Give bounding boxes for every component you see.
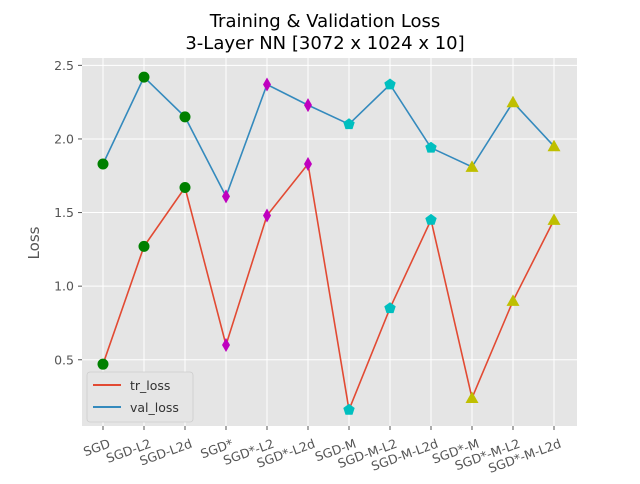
y-tick-label: 2.0 <box>54 131 74 146</box>
series-line-tr-loss <box>102 162 555 413</box>
plot-area <box>82 58 577 426</box>
y-tick-label: 1.5 <box>54 205 74 220</box>
data-point-tr-loss <box>222 338 230 352</box>
y-axis-ticks: 0.5 1.0 1.5 2.0 2.5 <box>54 58 82 367</box>
data-point-tr-loss <box>343 403 355 415</box>
data-point-tr-loss <box>465 391 479 403</box>
data-point-tr-loss <box>506 294 520 306</box>
data-point-val-loss <box>425 141 437 153</box>
chart-title: Training & Validation Loss <box>209 11 441 32</box>
data-point-tr-loss <box>138 240 150 252</box>
data-point-tr-loss <box>304 157 312 171</box>
data-point-val-loss <box>384 78 396 90</box>
data-point-val-loss <box>506 95 520 108</box>
data-point-tr-loss <box>97 358 109 370</box>
legend: tr_loss val_loss <box>86 371 194 423</box>
data-point-val-loss <box>263 77 271 92</box>
legend-label-val-loss: val_loss <box>130 400 179 415</box>
series-lines <box>102 75 555 413</box>
data-point-val-loss <box>97 158 109 170</box>
y-tick-label: 0.5 <box>54 352 74 367</box>
data-point-val-loss <box>343 118 355 130</box>
data-point-val-loss <box>179 111 191 123</box>
data-point-tr-loss <box>179 182 191 194</box>
y-tick-label: 2.5 <box>54 58 74 73</box>
series-markers <box>97 71 561 415</box>
data-point-val-loss <box>138 71 150 83</box>
data-point-tr-loss <box>384 302 396 314</box>
y-tick-label: 1.0 <box>54 279 74 294</box>
data-point-val-loss <box>304 98 312 113</box>
chart-subtitle: 3-Layer NN [3072 x 1024 x 10] <box>185 33 464 54</box>
y-axis-label: Loss <box>25 226 43 259</box>
data-point-tr-loss <box>425 213 437 225</box>
data-point-val-loss <box>465 160 479 172</box>
series-line-val-loss <box>102 75 555 199</box>
data-point-val-loss <box>547 139 561 152</box>
data-point-val-loss <box>222 189 230 204</box>
data-point-tr-loss <box>263 208 271 223</box>
legend-label-tr-loss: tr_loss <box>130 378 170 393</box>
data-point-tr-loss <box>547 213 561 225</box>
